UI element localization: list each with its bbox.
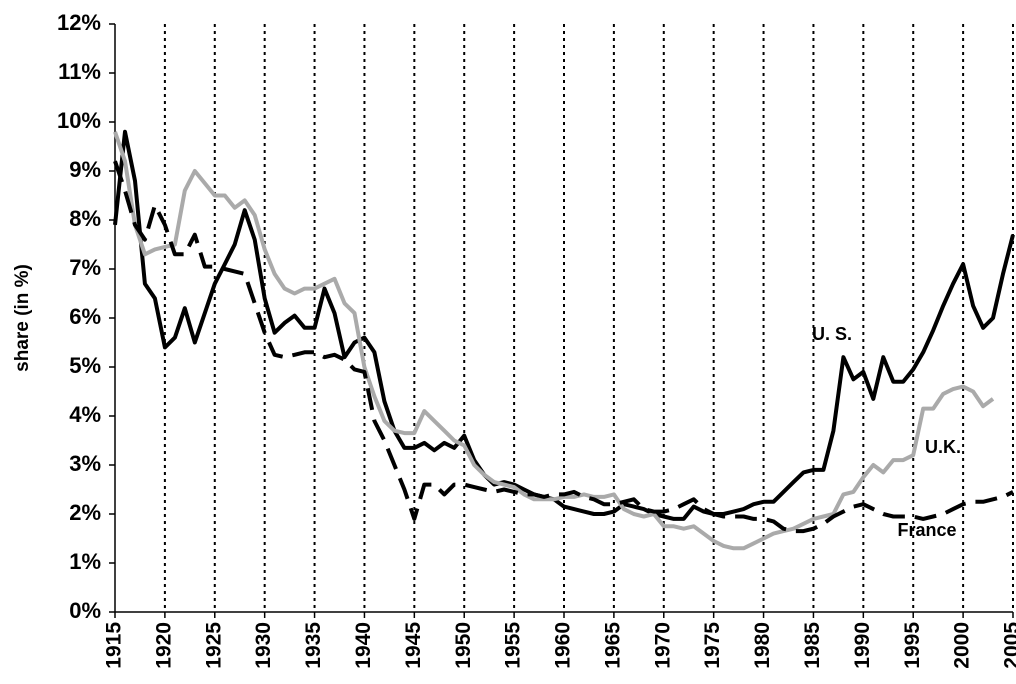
y-tick-label: 4% <box>69 402 101 427</box>
series-line <box>113 160 1014 534</box>
x-tick-label: 1975 <box>701 622 724 669</box>
y-tick-label: 10% <box>57 108 101 133</box>
x-tick-label: 1995 <box>901 622 924 669</box>
series-line <box>113 131 995 551</box>
series-label: France <box>897 520 956 540</box>
x-tick-label: 1965 <box>601 622 624 669</box>
x-tick-label: 1955 <box>502 622 525 669</box>
x-tick-label: 1980 <box>751 622 774 669</box>
x-tick-label: 1960 <box>552 622 575 669</box>
y-tick-label: 1% <box>69 549 101 574</box>
x-tick-label: 1930 <box>252 622 275 669</box>
x-tick-label: 1915 <box>103 622 126 669</box>
y-axis-title: share (in %) <box>12 264 33 372</box>
y-tick-label: 12% <box>57 10 101 35</box>
y-tick-label: 7% <box>69 255 101 280</box>
x-tick-label: 1925 <box>202 622 225 669</box>
x-tick-label: 1945 <box>402 622 425 669</box>
x-tick-label: 1985 <box>801 622 824 669</box>
x-tick-label: 2000 <box>951 622 974 669</box>
y-tick-label: 2% <box>69 500 101 525</box>
series-label: U. S. <box>812 324 852 344</box>
x-tick-label: 1935 <box>302 622 325 669</box>
series-line <box>113 129 1015 521</box>
y-tick-label: 5% <box>69 353 101 378</box>
x-tick-label: 1920 <box>152 622 175 669</box>
y-tick-label: 8% <box>69 206 101 231</box>
series-label: U.K. <box>925 437 961 457</box>
y-tick-label: 6% <box>69 304 101 329</box>
y-tick-label: 11% <box>58 59 101 84</box>
y-tick-label: 9% <box>69 157 101 182</box>
x-tick-label: 2005 <box>1001 622 1016 669</box>
y-tick-label: 3% <box>69 451 101 476</box>
x-tick-label: 1940 <box>352 622 375 669</box>
x-tick-label: 1990 <box>851 622 874 669</box>
y-tick-label: 0% <box>69 598 101 623</box>
x-tick-label: 1950 <box>452 622 475 669</box>
x-tick-label: 1970 <box>651 622 674 669</box>
